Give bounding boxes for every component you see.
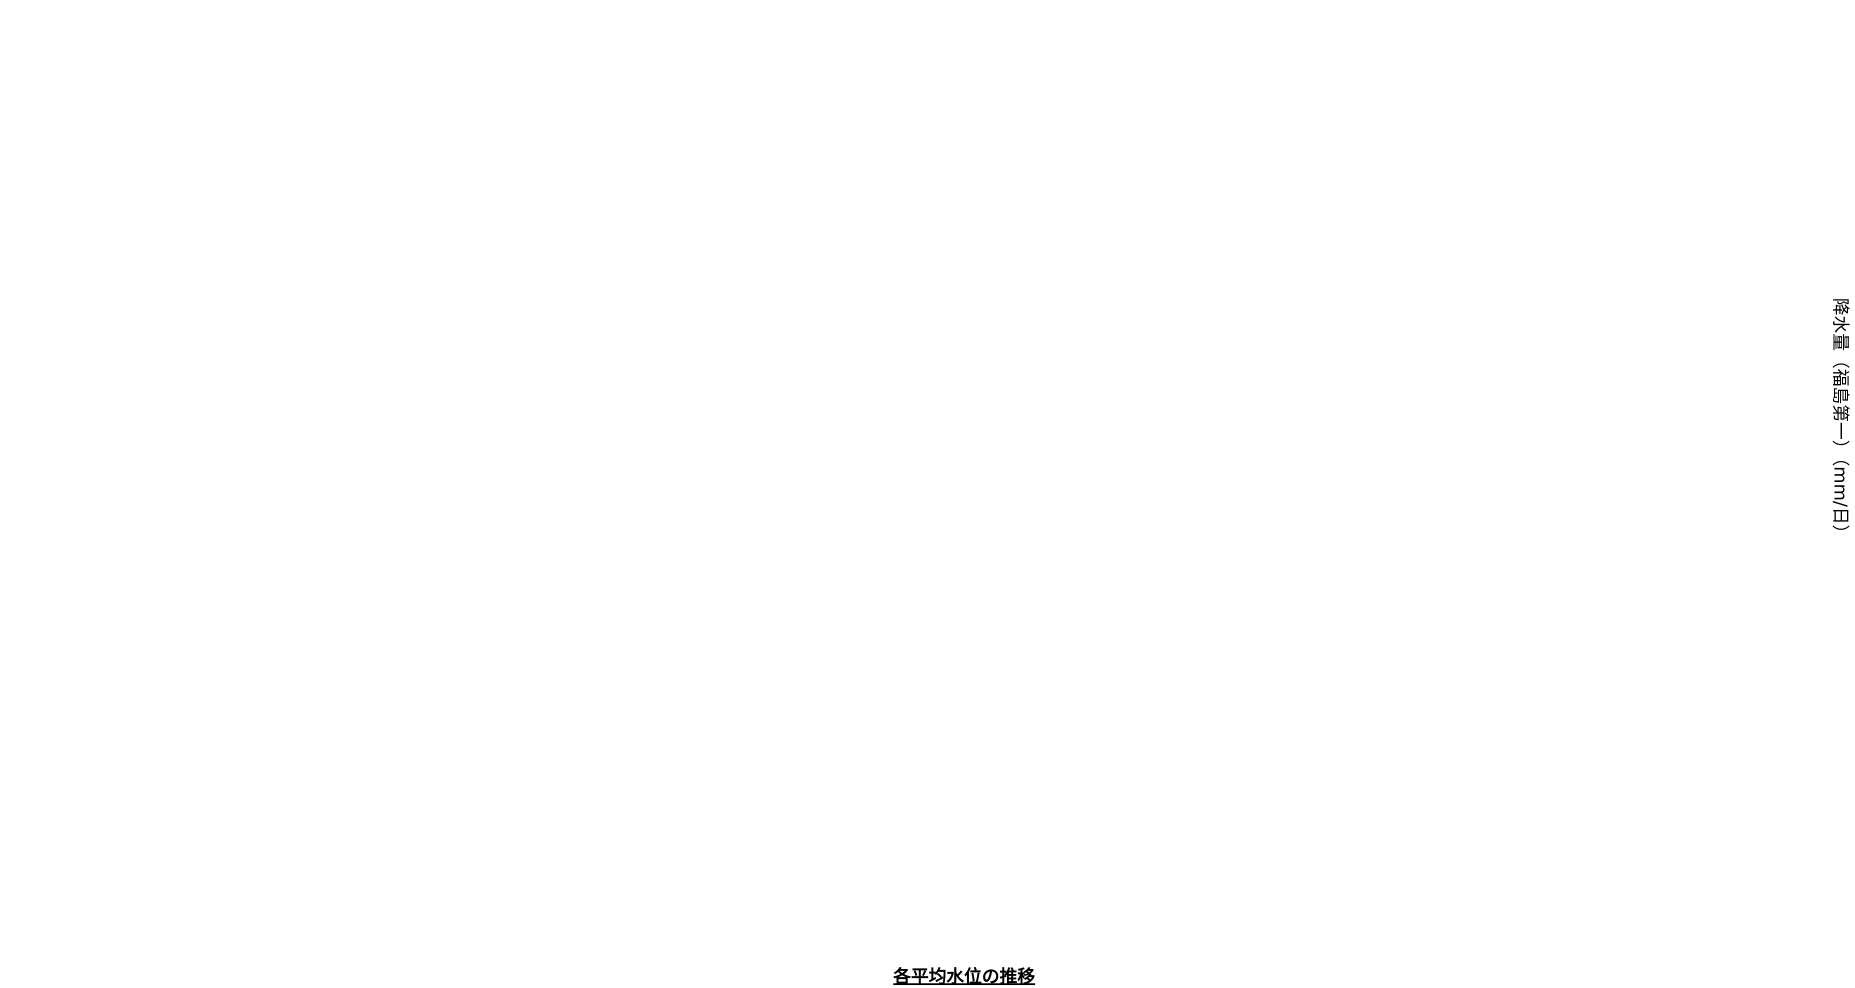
y2-axis-label: 降水量（福島第一）（mm/日） [1830, 298, 1851, 542]
chart-title: 各平均水位の推移 [892, 965, 1035, 987]
